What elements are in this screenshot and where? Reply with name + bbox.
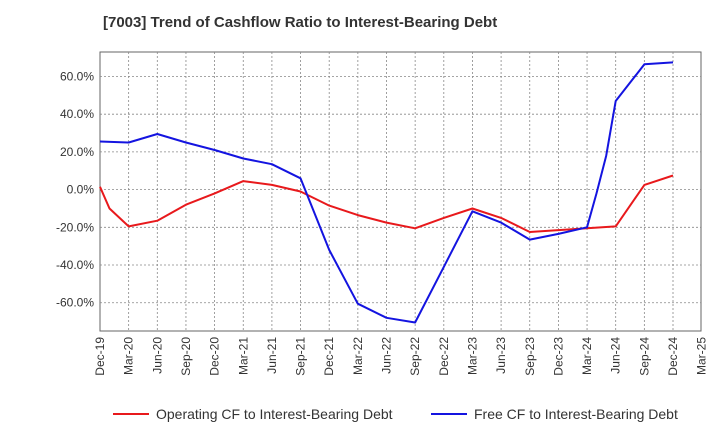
x-tick-label: Mar-22 (351, 337, 365, 375)
free-cf-series-line (99, 61, 674, 324)
x-tick-label: Dec-19 (93, 337, 107, 376)
x-tick-label: Sep-24 (637, 337, 651, 376)
x-tick-label: Sep-21 (294, 337, 308, 376)
plot-frame (99, 51, 702, 332)
grid-layer (99, 51, 702, 332)
chart-title: [7003] Trend of Cashflow Ratio to Intere… (103, 14, 498, 31)
x-tick-label: Mar-20 (122, 337, 136, 375)
x-tick-label: Jun-21 (265, 337, 279, 374)
x-tick-label: Dec-22 (437, 337, 451, 376)
y-tick-label: 60.0% (60, 70, 94, 84)
x-tick-label: Dec-24 (666, 337, 680, 376)
x-tick-label: Sep-23 (523, 337, 537, 376)
y-tick-label: -60.0% (56, 296, 94, 310)
x-tick-label: Mar-23 (465, 337, 479, 375)
y-tick-label: -40.0% (56, 258, 94, 272)
y-tick-label: -20.0% (56, 220, 94, 234)
legend-label: Operating CF to Interest-Bearing Debt (156, 406, 393, 422)
y-tick-label: 20.0% (60, 145, 94, 159)
axis-layer: 60.0% 40.0% 20.0% 0.0% -20.0% -40.0% -60.0% Dec… (56, 70, 709, 376)
x-tick-label: Mar-24 (580, 337, 594, 375)
operating-cf-series-line (99, 174, 674, 233)
y-tick-label: 40.0% (60, 107, 94, 121)
series-layer (99, 61, 674, 324)
x-tick-label: Mar-21 (236, 337, 250, 375)
x-tick-label: Mar-25 (695, 337, 709, 375)
x-tick-label: Jun-24 (609, 337, 623, 374)
x-tick-label: Jun-22 (380, 337, 394, 374)
legend-layer: Operating CF to Interest-Bearing Debt Fre… (113, 406, 678, 422)
y-tick-label: 0.0% (67, 183, 95, 197)
x-tick-label: Sep-20 (179, 337, 193, 376)
legend-label: Free CF to Interest-Bearing Debt (474, 406, 678, 422)
x-tick-label: Dec-23 (551, 337, 565, 376)
x-tick-label: Sep-22 (408, 337, 422, 376)
x-tick-label: Jun-20 (150, 337, 164, 374)
x-tick-label: Jun-23 (494, 337, 508, 374)
x-tick-label: Dec-21 (322, 337, 336, 376)
x-tick-label: Dec-20 (208, 337, 222, 376)
